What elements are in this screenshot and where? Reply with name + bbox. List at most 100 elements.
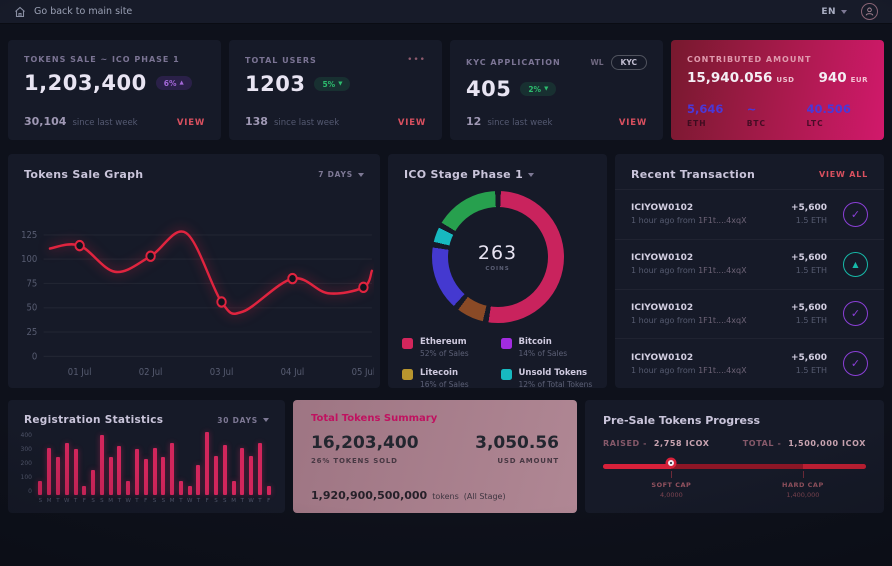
view-all-button[interactable]: VIEW ALL bbox=[818, 170, 868, 179]
bar-column: S bbox=[89, 432, 98, 505]
svg-text:125: 125 bbox=[21, 230, 37, 240]
svg-text:05 Jul: 05 Jul bbox=[352, 368, 374, 378]
bar-column: F bbox=[80, 432, 89, 505]
presale-progress-slider: SOFT CAP 4,0000 HARD CAP 1,400,000 bbox=[603, 459, 866, 499]
soft-cap-tick bbox=[671, 471, 673, 478]
chevron-down-icon bbox=[263, 418, 269, 422]
transaction-row[interactable]: ICIYOW0102 1 hour ago from 1F1t....4xqX … bbox=[615, 338, 884, 388]
eth-value: 5,646 bbox=[687, 102, 724, 116]
bar-column: T bbox=[256, 432, 265, 505]
bar-column: T bbox=[238, 432, 247, 505]
transaction-eth: 1.5 ETH bbox=[795, 365, 827, 375]
trend-down-icon: ▼ bbox=[338, 81, 343, 87]
legend-item-ethereum: Ethereum 52% of Sales bbox=[402, 337, 495, 358]
back-label: Go back to main site bbox=[34, 6, 133, 17]
delta-label: since last week bbox=[273, 118, 340, 128]
transaction-address: 1F1t....4xqX bbox=[698, 315, 747, 325]
chevron-down-icon bbox=[841, 9, 847, 14]
legend-item-litecoin: Litecoin 16% of Sales bbox=[402, 368, 495, 389]
recent-transaction-panel: Recent Transaction VIEW ALL ICIYOW0102 1… bbox=[615, 154, 884, 388]
delta-label: since last week bbox=[72, 118, 138, 128]
bitcoin-swatch bbox=[500, 338, 512, 349]
transaction-row[interactable]: ICIYOW0102 1 hour ago from 1F1t....4xqX … bbox=[615, 288, 884, 339]
bar-column: S bbox=[97, 432, 106, 505]
delta-value: 12 bbox=[466, 115, 482, 128]
raised-value: 2,758 ICOX bbox=[653, 439, 710, 448]
slider-hardcap-segment bbox=[802, 464, 866, 469]
trend-down-icon: ▼ bbox=[544, 86, 549, 92]
svg-text:25: 25 bbox=[27, 328, 38, 338]
bar-column: T bbox=[133, 432, 142, 505]
transaction-row[interactable]: ICIYOW0102 1 hour ago from 1F1t....4xqX … bbox=[615, 238, 884, 289]
unsold-tokens-swatch bbox=[500, 369, 512, 380]
bar-column: M bbox=[106, 432, 115, 505]
usd-amount-label: USD AMOUNT bbox=[497, 457, 559, 465]
view-button[interactable]: VIEW bbox=[618, 118, 647, 128]
bar-column: S bbox=[36, 432, 45, 505]
kyc-value: 405 bbox=[466, 77, 512, 101]
view-button[interactable]: VIEW bbox=[397, 118, 426, 128]
donut-legend: Ethereum 52% of Sales Bitcoin 14% of Sales… bbox=[388, 323, 607, 389]
kyc-toggle[interactable]: KYC bbox=[610, 55, 647, 70]
contributed-amount-card: CONTRIBUTED AMOUNT 15,940.056 USD 940 EU… bbox=[671, 40, 884, 140]
card-title: CONTRIBUTED AMOUNT bbox=[687, 55, 812, 64]
check-circle-icon[interactable]: ✓ bbox=[843, 301, 868, 327]
grand-total-value: 1,920,900,500,000 bbox=[311, 489, 428, 502]
back-to-main-site-link[interactable]: Go back to main site bbox=[14, 6, 132, 18]
transaction-row[interactable]: ICIYOW0102 1 hour ago from 1F1t....4xqX … bbox=[615, 189, 884, 239]
ico-donut-chart: 263 COINS bbox=[431, 191, 564, 323]
check-circle-icon[interactable]: ✓ bbox=[843, 201, 868, 227]
view-button[interactable]: VIEW bbox=[176, 118, 205, 128]
hard-cap: HARD CAP 1,400,000 bbox=[782, 481, 824, 499]
btc-value: ~ bbox=[746, 102, 757, 116]
panel-title: Recent Transaction bbox=[631, 168, 756, 181]
tokens-sale-value: 1,203,400 bbox=[24, 71, 147, 95]
home-icon bbox=[15, 6, 25, 17]
ltc-unit: LTC bbox=[806, 119, 824, 128]
tokens-sold-label: 26% TOKENS SOLD bbox=[311, 457, 398, 465]
user-avatar[interactable] bbox=[861, 3, 878, 20]
panel-title: Total Tokens Summary bbox=[311, 413, 438, 424]
btc-unit: BTC bbox=[746, 119, 767, 128]
tokens-sale-card: TOKENS SALE ~ ICO PHASE 1 1,203,400 6% ▲ … bbox=[8, 40, 221, 140]
arrow-up-circle-icon[interactable]: ▲ bbox=[843, 251, 868, 277]
legend-item-unsold-tokens: Unsold Tokens 12% of Total Tokens bbox=[500, 368, 594, 389]
eur-value: 940 bbox=[818, 70, 847, 86]
transaction-id: ICIYOW0102 bbox=[631, 253, 694, 264]
kyc-application-card: KYC APPLICATION WL KYC 405 2% ▼ 12 since … bbox=[450, 40, 663, 140]
slider-track bbox=[603, 464, 866, 469]
bar-column: F bbox=[264, 432, 273, 505]
bar-column: T bbox=[177, 432, 186, 505]
range-dropdown[interactable]: 7 DAYS bbox=[318, 170, 364, 179]
litecoin-swatch bbox=[402, 369, 413, 380]
wl-toggle[interactable]: WL bbox=[590, 58, 604, 67]
total-label: TOTAL - 1,500,000 ICOX bbox=[742, 439, 866, 448]
check-circle-icon[interactable]: ✓ bbox=[843, 351, 868, 377]
transaction-id: ICIYOW0102 bbox=[631, 302, 694, 313]
bar-column: S bbox=[220, 432, 229, 505]
svg-text:0: 0 bbox=[32, 352, 38, 362]
bar-column: F bbox=[141, 432, 150, 505]
bar-chart-y-axis: 400 300 200 100 0 bbox=[20, 432, 32, 495]
ico-stage-dropdown[interactable]: ICO Stage Phase 1 bbox=[404, 168, 535, 181]
trend-badge: 5% ▼ bbox=[314, 77, 351, 91]
total-tokens-summary-panel: Total Tokens Summary 16,203,400 26% TOKE… bbox=[293, 400, 577, 513]
language-selector[interactable]: EN bbox=[821, 7, 847, 17]
bar-column: W bbox=[247, 432, 256, 505]
slider-handle[interactable] bbox=[668, 460, 675, 466]
ltc-value: 40.506 bbox=[806, 102, 851, 116]
more-options-icon[interactable]: ••• bbox=[407, 55, 426, 65]
transaction-amount: +5,600 bbox=[790, 203, 827, 214]
transaction-amount: +5,600 bbox=[790, 253, 827, 264]
range-dropdown[interactable]: 30 DAYS bbox=[217, 416, 269, 425]
total-value: 1,500,000 ICOX bbox=[788, 439, 866, 448]
transaction-address: 1F1t....4xqX bbox=[698, 266, 747, 276]
bar-column: W bbox=[62, 432, 71, 505]
bar-column: T bbox=[194, 432, 203, 505]
chevron-down-icon bbox=[528, 172, 535, 177]
slider-fill bbox=[603, 464, 672, 469]
person-icon bbox=[865, 7, 874, 16]
panel-title: Pre-Sale Tokens Progress bbox=[603, 414, 761, 427]
trend-up-icon: ▲ bbox=[179, 80, 184, 86]
